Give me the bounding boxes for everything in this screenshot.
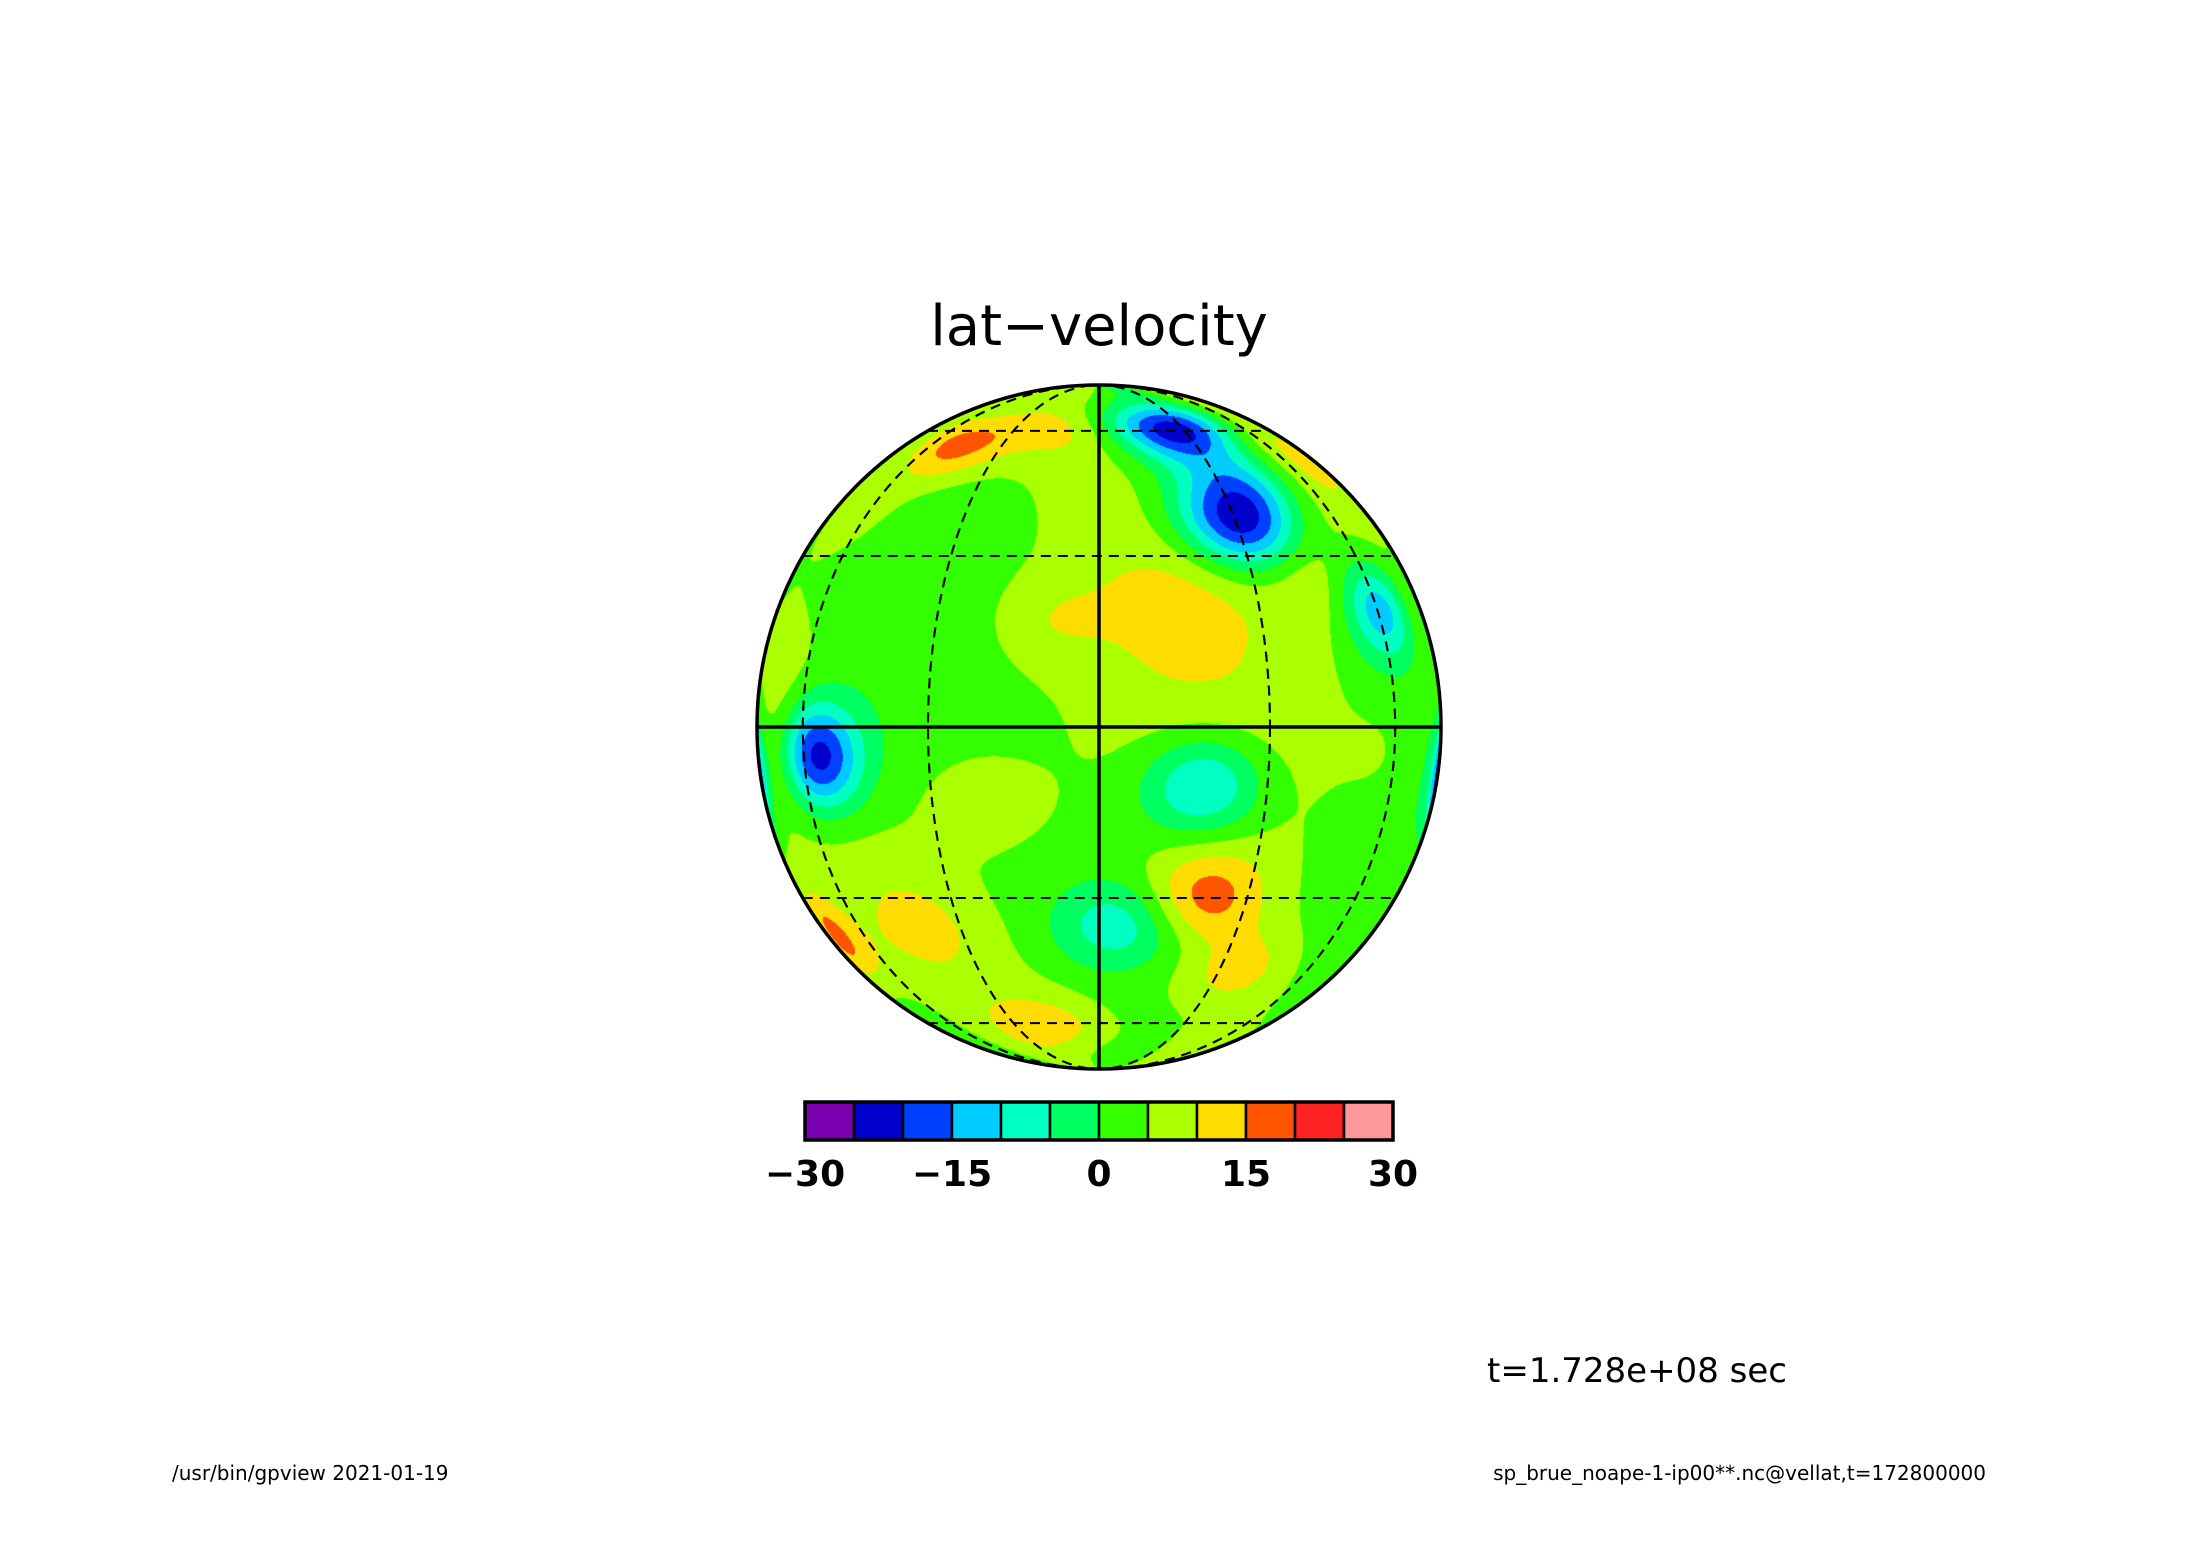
colorbar-tick-label: 30 — [1368, 1154, 1418, 1195]
time-annotation: t=1.728e+08 sec — [1487, 1351, 1787, 1391]
colorbar — [803, 1100, 1395, 1142]
globe — [755, 383, 1443, 1071]
colorbar-swatch — [852, 1100, 905, 1142]
colorbar-swatch — [1293, 1100, 1346, 1142]
colorbar-swatch — [1146, 1100, 1199, 1142]
colorbar-swatch — [999, 1100, 1052, 1142]
globe-outline — [755, 383, 1443, 1071]
colorbar-swatch — [1048, 1100, 1101, 1142]
colorbar-tick-label: 0 — [1086, 1154, 1111, 1195]
colorbar-swatch — [1097, 1100, 1150, 1142]
colorbar-swatch — [1342, 1100, 1395, 1142]
source-footer: sp_brue_noape-1-ip00**.nc@vellat,t=17280… — [1493, 1461, 1986, 1485]
colorbar-tick-label: −15 — [912, 1154, 992, 1195]
chart-title: lat−velocity — [930, 294, 1268, 359]
colorbar-swatch — [803, 1100, 856, 1142]
colorbar-swatch — [950, 1100, 1003, 1142]
colorbar-swatch — [901, 1100, 954, 1142]
colorbar-tick-label: 15 — [1221, 1154, 1271, 1195]
program-footer: /usr/bin/gpview 2021-01-19 — [172, 1461, 449, 1485]
colorbar-frame — [803, 1100, 1395, 1142]
colorbar-tick-label: −30 — [765, 1154, 845, 1195]
colorbar-swatch — [1195, 1100, 1248, 1142]
colorbar-tick-labels: −30 −15 0 15 30 — [765, 1154, 1418, 1195]
colorbar-swatch — [1244, 1100, 1297, 1142]
